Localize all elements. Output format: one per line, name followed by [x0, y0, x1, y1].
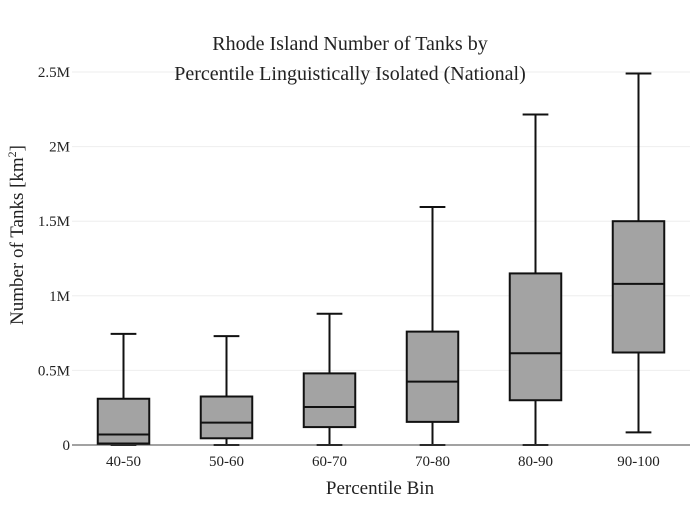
y-tick-label: 1.5M: [38, 214, 70, 230]
chart-title-line-1: Rhode Island Number of Tanks by: [212, 33, 487, 55]
x-tick-labels: 40-50 50-60 60-70 70-80 80-90 90-100: [106, 454, 660, 470]
box-80-90[interactable]: [508, 113, 563, 446]
x-tick-label: 50-60: [209, 454, 244, 470]
chart-title-line-2: Percentile Linguistically Isolated (Nati…: [174, 63, 526, 85]
iqr-box: [96, 397, 151, 445]
y-tick-label: 2.5M: [38, 65, 70, 81]
y-axis-title-main: Number of Tanks [km: [7, 157, 28, 325]
box-40-50[interactable]: [96, 332, 151, 446]
y-axis-title-suffix: ]: [7, 145, 28, 151]
iqr-box: [199, 395, 254, 440]
box-60-70[interactable]: [302, 312, 357, 446]
y-axis-title: Number of Tanks [km2]: [5, 145, 28, 325]
iqr-box: [405, 330, 460, 423]
x-axis-title: Percentile Bin: [326, 478, 435, 499]
box-series: [96, 72, 666, 446]
y-tick-label: 0.5M: [38, 363, 70, 379]
box-70-80[interactable]: [405, 206, 460, 446]
iqr-box: [508, 272, 563, 402]
y-axis-title-superscript: 2: [5, 151, 19, 157]
x-tick-label: 90-100: [617, 454, 660, 470]
x-tick-label: 60-70: [312, 454, 347, 470]
y-tick-label: 0: [63, 438, 71, 454]
x-tick-label: 80-90: [518, 454, 553, 470]
box-50-60[interactable]: [199, 335, 254, 446]
box-90-100[interactable]: [611, 72, 666, 434]
y-tick-label: 1M: [49, 289, 70, 305]
x-tick-label: 70-80: [415, 454, 450, 470]
gridlines: [72, 71, 690, 371]
y-tick-labels: 0 0.5M 1M 1.5M 2M 2.5M: [38, 65, 70, 454]
y-tick-label: 2M: [49, 140, 70, 156]
iqr-box: [302, 372, 357, 429]
iqr-box: [611, 220, 666, 354]
x-tick-label: 40-50: [106, 454, 141, 470]
